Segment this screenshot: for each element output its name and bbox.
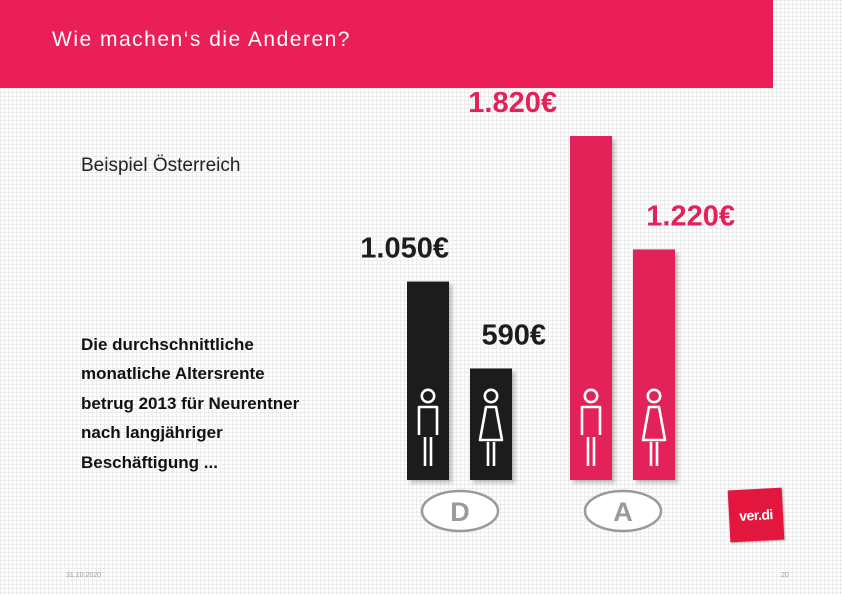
footer-date: 31.10.2020	[66, 572, 102, 579]
description-line: nach langjähriger	[81, 423, 223, 443]
page-number: 20	[781, 572, 789, 579]
logo-text: ver.di	[738, 506, 774, 524]
bar	[470, 368, 512, 480]
country-badge: A	[583, 489, 663, 533]
description-text: Die durchschnittliche monatliche Altersr…	[81, 330, 361, 477]
bar	[407, 281, 449, 480]
page-title: Wie machen‘s die Anderen?	[52, 28, 351, 51]
man-icon	[580, 388, 602, 466]
verdi-logo: ver.di	[727, 487, 785, 543]
country-label: D	[450, 497, 470, 527]
value-label: 1.050€	[360, 233, 449, 265]
country-label: A	[613, 497, 633, 527]
woman-icon	[478, 388, 504, 466]
value-label: 1.820€	[468, 87, 557, 119]
country-badge: D	[420, 489, 500, 533]
description-line: monatliche Altersrente	[81, 364, 265, 384]
header-bar: Wie machen‘s die Anderen?	[0, 0, 773, 88]
bar	[633, 249, 675, 480]
description-line: Die durchschnittliche	[81, 335, 254, 354]
value-label: 590€	[481, 319, 546, 351]
description-line: Beschäftigung ...	[81, 452, 218, 472]
subtitle: Beispiel Österreich	[81, 155, 241, 176]
value-label: 1.220€	[646, 200, 735, 232]
bar	[570, 136, 612, 480]
man-icon	[417, 388, 439, 466]
description-line: betrug 2013 für Neurentner	[81, 393, 300, 413]
woman-icon	[641, 388, 667, 466]
